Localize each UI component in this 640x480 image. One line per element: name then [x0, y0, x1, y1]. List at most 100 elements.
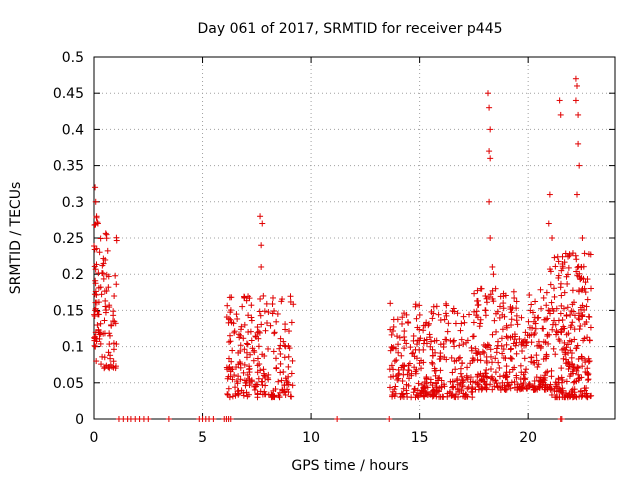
data-point	[574, 365, 581, 372]
data-point	[241, 346, 248, 353]
data-point	[241, 361, 248, 368]
data-point	[470, 319, 477, 326]
data-point	[249, 345, 256, 352]
data-point	[111, 293, 118, 300]
data-point	[557, 328, 564, 335]
data-point	[488, 375, 495, 382]
data-point	[405, 362, 412, 369]
data-point	[277, 342, 284, 349]
data-point	[533, 357, 540, 364]
data-point	[254, 355, 261, 362]
data-point	[518, 369, 525, 376]
data-point	[416, 337, 423, 344]
data-point	[424, 392, 431, 399]
data-point	[513, 350, 520, 357]
data-point	[399, 391, 406, 398]
data-point	[283, 378, 290, 385]
data-point	[471, 290, 478, 297]
data-point	[475, 381, 482, 388]
data-point	[449, 308, 456, 315]
data-point	[420, 322, 427, 329]
data-point	[481, 349, 488, 356]
grid-lines	[94, 57, 615, 419]
data-point	[458, 336, 465, 343]
data-point	[550, 345, 557, 352]
y-tick-label: 0	[75, 412, 84, 428]
data-point	[516, 336, 523, 343]
data-point	[91, 263, 98, 270]
data-point	[285, 363, 292, 370]
data-point	[403, 340, 410, 347]
data-point	[576, 316, 583, 323]
data-point	[458, 320, 465, 327]
data-point	[519, 348, 526, 355]
data-point	[401, 333, 408, 340]
data-point	[482, 307, 489, 314]
x-tick-label: 0	[90, 430, 99, 446]
data-point	[273, 318, 280, 325]
data-point	[586, 314, 593, 321]
data-point	[391, 358, 398, 365]
data-point	[418, 365, 425, 372]
data-point	[413, 355, 420, 362]
data-point	[500, 354, 507, 361]
data-point	[511, 294, 518, 301]
data-point	[398, 364, 405, 371]
data-point	[265, 391, 272, 398]
data-point	[502, 374, 509, 381]
data-point	[548, 373, 555, 380]
data-point	[566, 373, 573, 380]
data-point	[550, 285, 557, 292]
data-point	[223, 364, 230, 371]
data-point	[92, 266, 99, 273]
data-point	[289, 382, 296, 389]
data-point	[521, 355, 528, 362]
data-point	[240, 369, 247, 376]
data-point	[389, 345, 396, 352]
data-point	[585, 251, 592, 258]
data-point	[432, 349, 439, 356]
data-point	[425, 322, 432, 329]
data-point	[97, 284, 104, 291]
data-point	[434, 377, 441, 384]
data-point	[113, 234, 120, 241]
data-point	[91, 221, 98, 228]
data-point	[396, 334, 403, 341]
data-point	[453, 377, 460, 384]
y-tick-label: 0.5	[62, 50, 84, 66]
data-point	[581, 250, 588, 257]
data-point	[474, 287, 481, 294]
data-point	[487, 126, 494, 133]
data-point	[535, 361, 542, 368]
data-point	[91, 342, 98, 349]
data-point	[509, 305, 516, 312]
data-point	[453, 391, 460, 398]
data-point	[165, 416, 172, 422]
data-point	[489, 386, 496, 393]
data-point	[513, 317, 520, 324]
data-point	[547, 381, 554, 388]
y-axis-title: SRMTID / TECUs	[8, 182, 24, 295]
data-point	[265, 345, 272, 352]
data-point	[566, 393, 573, 400]
data-point	[577, 387, 584, 394]
data-point	[410, 332, 417, 339]
y-tick-label: 0.1	[62, 340, 84, 356]
data-point	[423, 376, 430, 383]
data-point	[464, 364, 471, 371]
data-point	[561, 339, 568, 346]
data-point	[584, 334, 591, 341]
data-point	[474, 371, 481, 378]
data-point	[543, 302, 550, 309]
data-point	[500, 300, 507, 307]
data-point	[506, 381, 513, 388]
data-point	[578, 355, 585, 362]
data-point	[583, 303, 590, 310]
data-point	[248, 302, 255, 309]
data-point	[269, 294, 276, 301]
data-point	[574, 342, 581, 349]
data-point	[573, 268, 580, 275]
data-point	[233, 364, 240, 371]
data-point	[571, 378, 578, 385]
data-point	[564, 360, 571, 367]
